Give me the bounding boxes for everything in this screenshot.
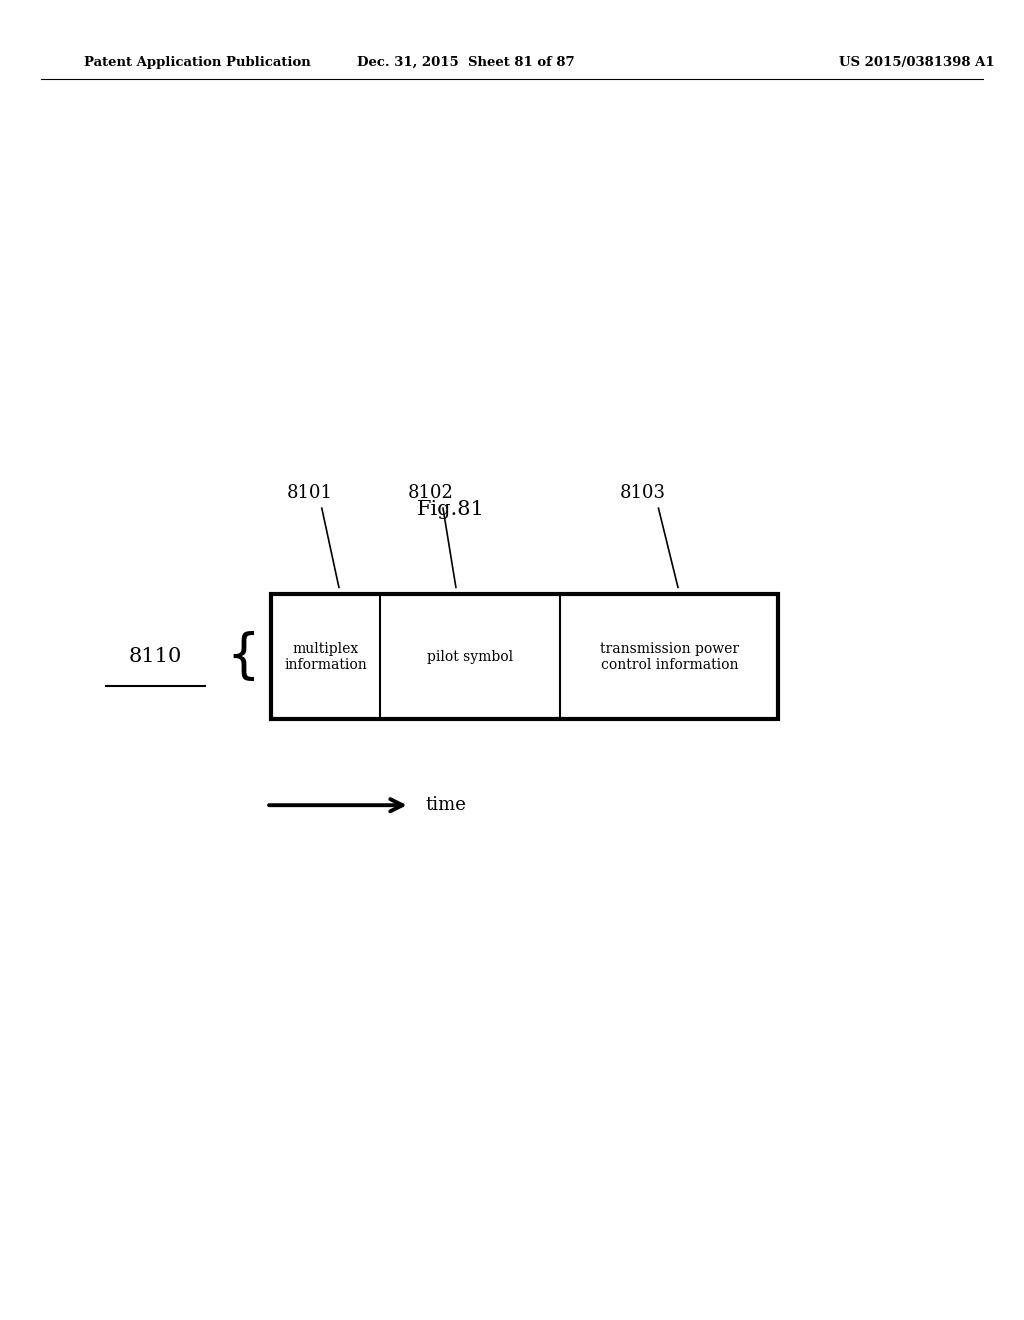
Text: 8110: 8110 (129, 647, 182, 667)
Text: Dec. 31, 2015  Sheet 81 of 87: Dec. 31, 2015 Sheet 81 of 87 (357, 55, 574, 69)
Text: multiplex
information: multiplex information (285, 642, 368, 672)
Bar (271, 594, 778, 719)
Text: 8102: 8102 (408, 483, 454, 502)
Text: time: time (425, 796, 466, 814)
Text: pilot symbol: pilot symbol (427, 649, 513, 664)
Text: Patent Application Publication: Patent Application Publication (84, 55, 310, 69)
Text: {: { (226, 631, 259, 682)
Text: Fig.81: Fig.81 (417, 500, 484, 519)
Text: 8103: 8103 (621, 483, 666, 502)
Text: US 2015/0381398 A1: US 2015/0381398 A1 (839, 55, 994, 69)
Text: 8101: 8101 (287, 483, 333, 502)
Text: transmission power
control information: transmission power control information (600, 642, 739, 672)
